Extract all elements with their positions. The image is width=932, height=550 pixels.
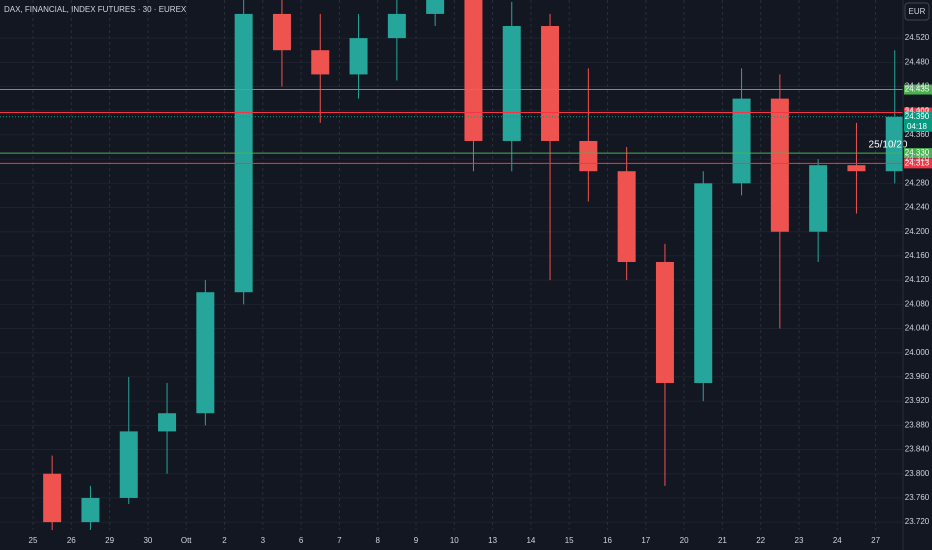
- candle-body: [349, 38, 368, 75]
- last-price-label: 24.390: [905, 112, 930, 121]
- y-tick-label: 23.880: [905, 420, 930, 429]
- currency-button[interactable]: [904, 2, 930, 21]
- candle-body: [579, 140, 598, 172]
- level-tag: [904, 84, 932, 95]
- x-tick-label: 22: [756, 536, 765, 545]
- candle-body: [311, 50, 330, 75]
- y-tick-label: 24.080: [905, 299, 930, 308]
- y-tick-label: 24.480: [905, 57, 930, 66]
- x-tick-label: 3: [261, 536, 266, 545]
- x-tick-label: 26: [67, 536, 76, 545]
- x-tick-label: 23: [795, 536, 804, 545]
- level-label: 24.330: [905, 148, 930, 157]
- candle-body: [464, 0, 483, 141]
- y-tick-label: 23.720: [905, 517, 930, 526]
- level-label: 24.435: [905, 85, 930, 94]
- candle-body: [809, 165, 828, 232]
- y-tick-label: 24.240: [905, 203, 930, 212]
- candle-body: [541, 26, 560, 141]
- x-tick-label: 7: [337, 536, 342, 545]
- y-tick-label: 23.800: [905, 469, 930, 478]
- candle-body: [732, 98, 751, 184]
- y-tick-label: 23.840: [905, 445, 930, 454]
- x-tick-label: 9: [414, 536, 419, 545]
- level-tag: [904, 148, 932, 159]
- y-tick-label: 23.920: [905, 396, 930, 405]
- x-tick-label: 13: [488, 536, 497, 545]
- countdown: 04:18: [907, 122, 928, 131]
- x-tick-label: Ott: [181, 536, 192, 545]
- candle-body: [196, 292, 215, 414]
- candle-body: [502, 26, 521, 141]
- x-tick-label: 10: [450, 536, 459, 545]
- candle-body: [770, 98, 789, 232]
- y-tick-label: 24.360: [905, 130, 930, 139]
- candle-body: [387, 13, 406, 39]
- x-tick-label: 14: [526, 536, 535, 545]
- y-tick-label: 23.760: [905, 493, 930, 502]
- y-tick-label: 24.120: [905, 275, 930, 284]
- x-tick-label: 21: [718, 536, 727, 545]
- candle-body: [617, 171, 636, 262]
- x-tick-label: 16: [603, 536, 612, 545]
- y-tick-label: 24.440: [905, 82, 930, 91]
- candle-body: [81, 497, 100, 523]
- x-tick-label: 20: [680, 536, 689, 545]
- candle-body: [119, 431, 138, 498]
- y-tick-label: 24.520: [905, 33, 930, 42]
- candle-body: [847, 165, 866, 172]
- y-tick-label: 24.040: [905, 324, 930, 333]
- candle-body: [655, 261, 674, 383]
- candle-body: [43, 473, 62, 523]
- x-tick-label: 6: [299, 536, 304, 545]
- annotation: 25/10/20: [869, 140, 908, 151]
- y-tick-label: 24.160: [905, 251, 930, 260]
- x-tick-label: 17: [641, 536, 650, 545]
- level-tag: [904, 158, 932, 169]
- x-tick-label: 24: [833, 536, 842, 545]
- y-tick-label: 24.320: [905, 154, 930, 163]
- currency-label[interactable]: EUR: [909, 7, 926, 16]
- x-tick-label: 27: [871, 536, 880, 545]
- chart-title: DAX, FINANCIAL, INDEX FUTURES · 30 · EUR…: [4, 5, 187, 14]
- y-tick-label: 24.400: [905, 106, 930, 115]
- y-tick-label: 23.960: [905, 372, 930, 381]
- candle-body: [426, 0, 445, 14]
- x-tick-label: 15: [565, 536, 574, 545]
- last-price-tag: [904, 111, 932, 132]
- x-tick-label: 25: [29, 536, 38, 545]
- x-tick-label: 8: [375, 536, 380, 545]
- level-label: 24.313: [905, 158, 930, 167]
- candle-body: [885, 116, 903, 172]
- candle-body: [272, 13, 291, 51]
- candle-body: [158, 413, 177, 432]
- x-tick-label: 2: [222, 536, 227, 545]
- y-tick-label: 24.000: [905, 348, 930, 357]
- x-tick-label: 29: [105, 536, 114, 545]
- x-tick-label: 30: [143, 536, 152, 545]
- y-tick-label: 24.280: [905, 178, 930, 187]
- y-tick-label: 24.200: [905, 227, 930, 236]
- candle-body: [694, 183, 713, 383]
